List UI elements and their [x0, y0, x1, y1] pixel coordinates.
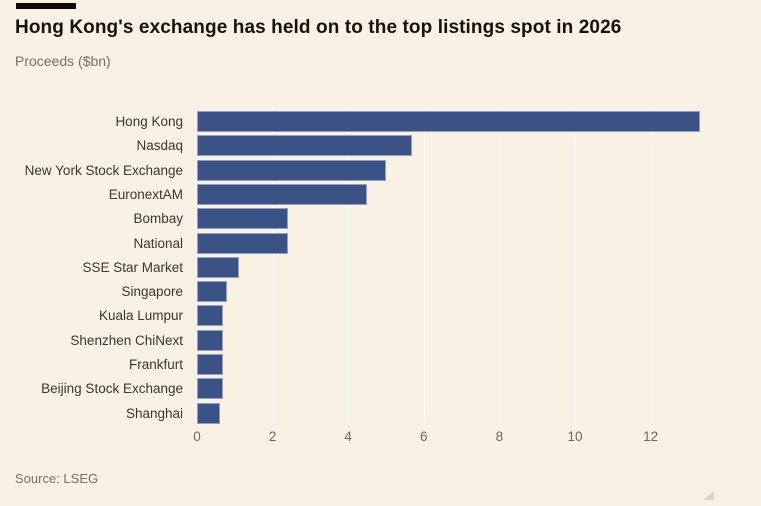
source-note: Source: LSEG [15, 471, 99, 486]
x-tick-label: 12 [643, 429, 659, 444]
bar-row: New York Stock Exchange [0, 159, 761, 181]
bar-row: Beijing Stock Exchange [0, 378, 761, 400]
chart-subtitle: Proceeds ($bn) [15, 53, 111, 69]
bar [197, 256, 239, 278]
chart-title: Hong Kong's exchange has held on to the … [15, 17, 622, 38]
gridline [499, 108, 501, 428]
bar [197, 329, 224, 351]
bar-row: National [0, 232, 761, 254]
bar [197, 354, 224, 375]
bar-row: Kuala Lumpur [0, 305, 761, 327]
gridline [348, 108, 350, 428]
bar [197, 378, 224, 400]
bar-row: EuronextAM [0, 183, 761, 205]
category-label: SSE Star Market [82, 259, 183, 275]
x-tick-label: 4 [344, 429, 352, 444]
bar-row: Frankfurt [0, 354, 761, 375]
category-label: Singapore [121, 284, 183, 300]
category-label: Frankfurt [128, 357, 183, 372]
bar [197, 402, 220, 424]
resize-grip-icon[interactable] [703, 491, 714, 500]
category-label: New York Stock Exchange [24, 162, 183, 178]
gridline [575, 108, 576, 428]
bar [197, 208, 288, 230]
bar [197, 159, 386, 181]
category-label: Hong Kong [115, 114, 183, 129]
top-accent-rule [16, 3, 76, 9]
bar-row: Shenzhen ChiNext [0, 329, 761, 351]
category-label: Bombay [133, 211, 183, 227]
x-tick-label: 10 [567, 429, 583, 444]
bar-row: Bombay [0, 208, 761, 230]
x-tick-label: 2 [268, 429, 277, 444]
gridline [423, 108, 425, 428]
bar-row: Singapore [0, 281, 761, 303]
gridline [650, 108, 652, 428]
category-label: National [133, 235, 183, 251]
bar-row: Nasdaq [0, 135, 761, 157]
category-label: EuronextAM [108, 186, 183, 202]
category-label: Kuala Lumpur [98, 308, 183, 324]
bar [197, 135, 413, 157]
bar [197, 111, 700, 132]
gridline [272, 108, 274, 428]
category-label: Nasdaq [136, 138, 183, 154]
bar [197, 305, 224, 327]
category-label: Beijing Stock Exchange [41, 381, 183, 397]
category-label: Shenzhen ChiNext [70, 332, 183, 348]
bar [197, 281, 228, 303]
category-label: Shanghai [125, 405, 183, 421]
x-tick-label: 6 [420, 429, 428, 444]
bar-row: Shanghai [0, 402, 761, 424]
bar-row: Hong Kong [0, 111, 761, 132]
bar-row: SSE Star Market [0, 256, 761, 278]
bar [197, 232, 288, 254]
x-tick-label: 8 [495, 429, 504, 444]
bar [197, 183, 368, 205]
x-tick-label: 0 [193, 429, 201, 444]
